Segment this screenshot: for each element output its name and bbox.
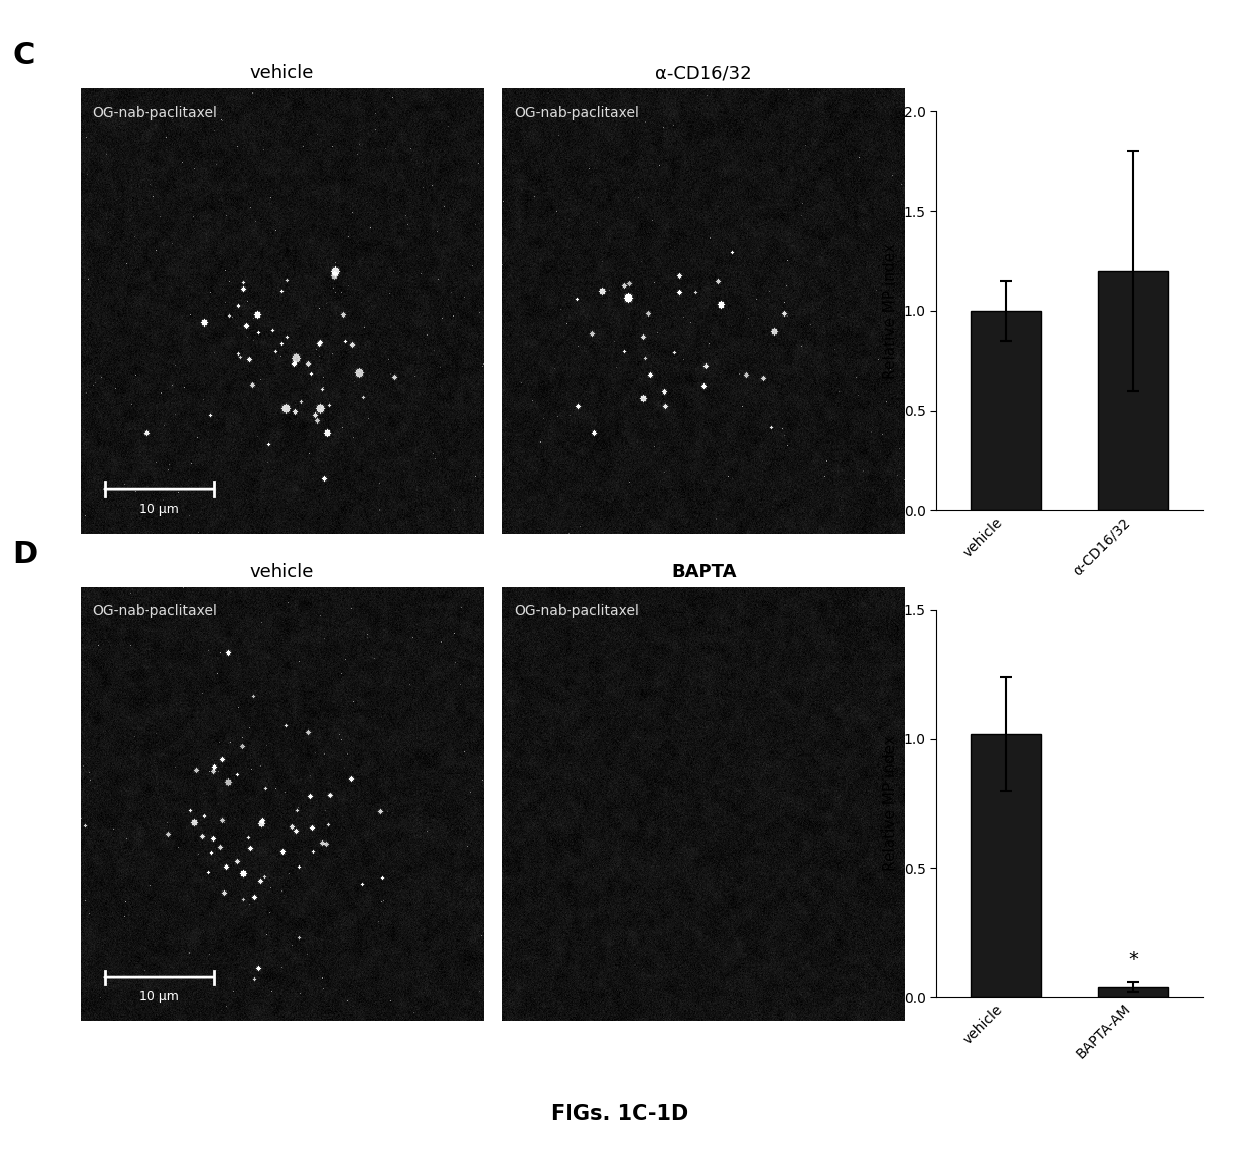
Bar xyxy=(971,311,1040,510)
Text: D: D xyxy=(12,540,37,569)
Text: 10 μm: 10 μm xyxy=(139,990,179,1003)
Bar xyxy=(1099,986,1168,997)
Text: C: C xyxy=(12,41,35,70)
Text: α-CD16/32: α-CD16/32 xyxy=(656,65,751,82)
Text: *: * xyxy=(1128,950,1138,969)
Text: 10 μm: 10 μm xyxy=(139,502,179,515)
Y-axis label: Relative MP index: Relative MP index xyxy=(883,735,898,872)
Text: OG-nab-paclitaxel: OG-nab-paclitaxel xyxy=(515,106,639,120)
Text: FIGs. 1C-1D: FIGs. 1C-1D xyxy=(552,1104,688,1125)
Text: OG-nab-paclitaxel: OG-nab-paclitaxel xyxy=(93,604,217,618)
Text: OG-nab-paclitaxel: OG-nab-paclitaxel xyxy=(93,106,217,120)
Bar xyxy=(971,734,1040,997)
Text: vehicle: vehicle xyxy=(250,65,314,82)
Text: BAPTA: BAPTA xyxy=(671,563,737,581)
Text: OG-nab-paclitaxel: OG-nab-paclitaxel xyxy=(515,604,639,618)
Bar xyxy=(1099,271,1168,510)
Y-axis label: Relative MP index: Relative MP index xyxy=(883,243,898,379)
Text: vehicle: vehicle xyxy=(250,563,314,581)
